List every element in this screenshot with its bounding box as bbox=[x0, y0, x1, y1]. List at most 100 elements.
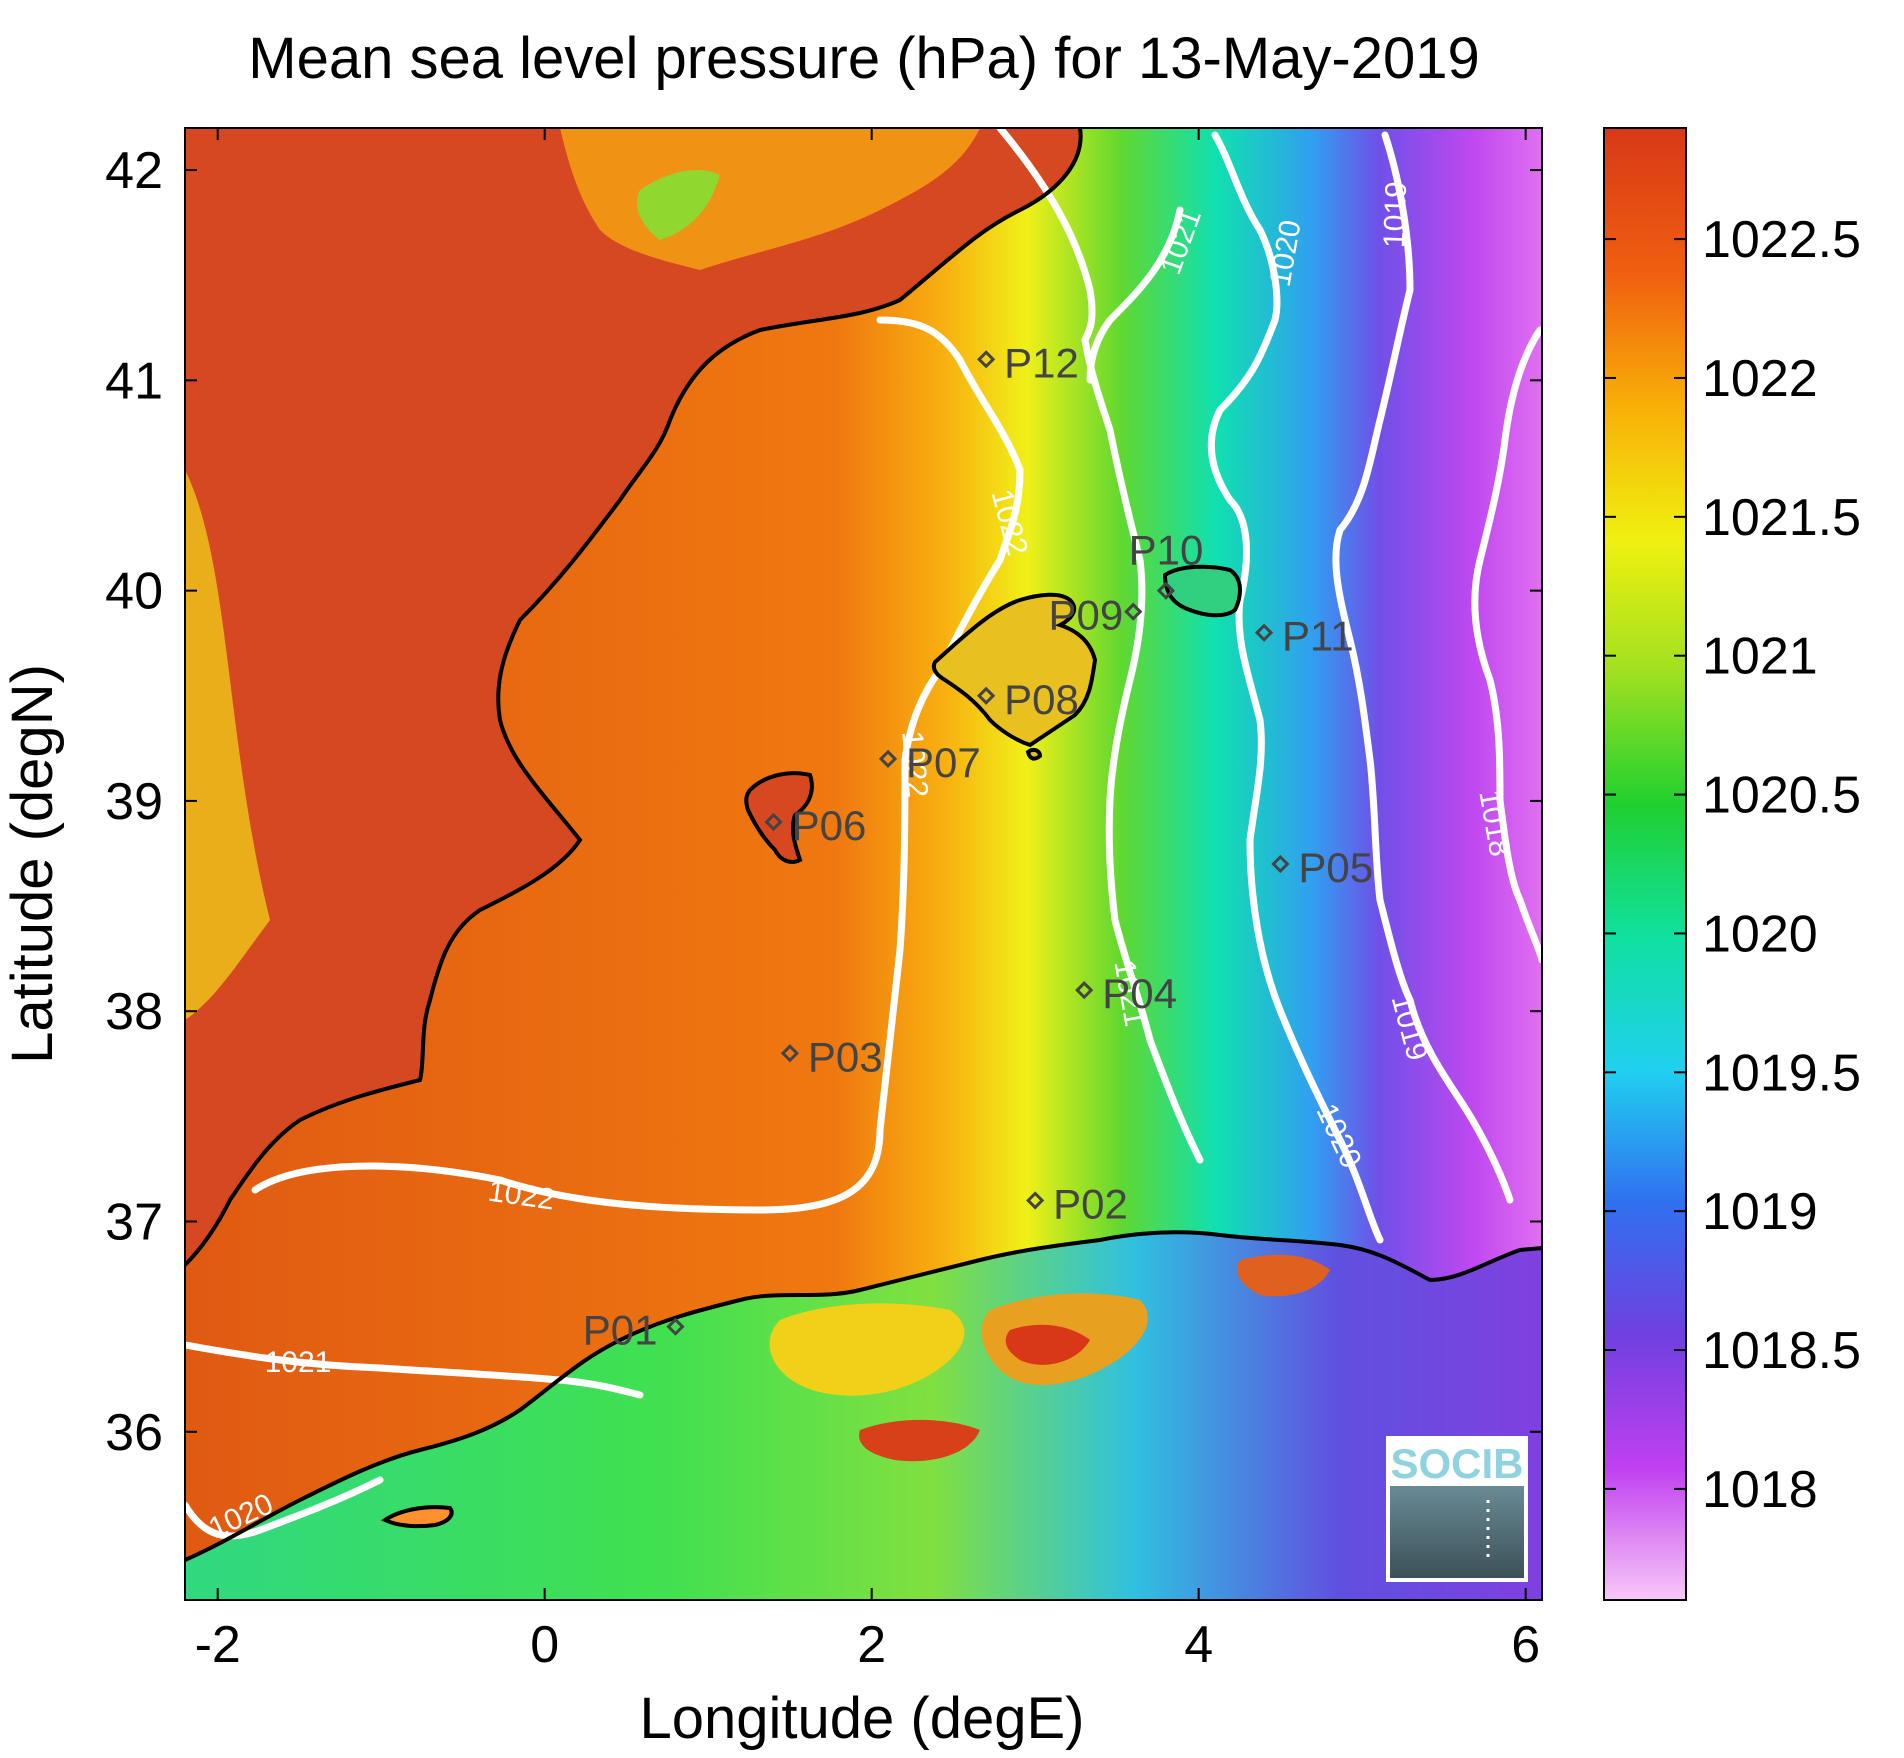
x-tick-label: 4 bbox=[1184, 1616, 1213, 1674]
station-p05: P05 bbox=[1271, 844, 1373, 891]
colorbar-tick-label: 1019.5 bbox=[1702, 1044, 1861, 1102]
station-marker-icon bbox=[1124, 602, 1143, 621]
station-marker-icon bbox=[1156, 581, 1176, 600]
plot-frame bbox=[184, 127, 1543, 1601]
station-label: P05 bbox=[1298, 844, 1373, 891]
map-plot-area: 1022 1022 1022 1021 1021 1021 1020 1020 … bbox=[185, 128, 1542, 1600]
atlas-high-4 bbox=[859, 1419, 980, 1462]
formentera-outline bbox=[1025, 747, 1043, 761]
iberia-yellow-band bbox=[185, 470, 270, 1020]
station-p02: P02 bbox=[1026, 1180, 1128, 1227]
atlas-high-5 bbox=[1236, 1254, 1330, 1297]
contour-1019-main bbox=[1332, 131, 1514, 1204]
station-p12: P12 bbox=[976, 339, 1079, 386]
station-p03: P03 bbox=[780, 1033, 883, 1080]
y-tick-label: 42 bbox=[105, 142, 163, 200]
atlas-high-3 bbox=[1005, 1324, 1090, 1365]
ibiza-outline bbox=[744, 771, 814, 864]
colorbar-tick-label: 1022.5 bbox=[1702, 211, 1861, 269]
y-tick-label: 41 bbox=[105, 352, 163, 410]
station-p10: P10 bbox=[1129, 527, 1204, 600]
x-axis-label: Longitude (degE) bbox=[640, 1686, 1085, 1751]
iberia-land bbox=[185, 128, 1081, 1265]
station-label: P04 bbox=[1102, 970, 1177, 1017]
x-tick-label: 6 bbox=[1511, 1616, 1540, 1674]
station-label: P09 bbox=[1049, 592, 1124, 639]
contour-1021-upper bbox=[1086, 206, 1184, 384]
contour-1021-east bbox=[996, 128, 1204, 1164]
contour-1020-south bbox=[185, 1476, 384, 1540]
station-p09: P09 bbox=[1049, 592, 1143, 639]
iberia-coastline bbox=[185, 128, 1083, 1267]
colorbar-tick-label: 1019 bbox=[1702, 1183, 1818, 1241]
colorbar-tick-label: 1021 bbox=[1702, 628, 1818, 686]
africa-land bbox=[185, 1232, 1542, 1600]
logo-text: SOCIB bbox=[1390, 1440, 1523, 1487]
x-axis: -2 0 2 4 6 bbox=[195, 128, 1540, 1674]
logo-header bbox=[1390, 1440, 1524, 1486]
station-marker-icon bbox=[1254, 623, 1274, 642]
y-tick-label: 36 bbox=[105, 1404, 163, 1462]
atlas-high-1 bbox=[769, 1303, 965, 1396]
station-label: P03 bbox=[808, 1033, 883, 1080]
contour-1021-south bbox=[185, 1341, 644, 1399]
contour-label: 1022 bbox=[895, 729, 934, 798]
y-axis-label: Latitude (degN) bbox=[0, 664, 65, 1064]
station-marker-icon bbox=[1026, 1191, 1045, 1210]
colorbar-tick-label: 1020 bbox=[1702, 905, 1818, 963]
station-p07: P07 bbox=[878, 739, 981, 786]
station-label: P08 bbox=[1004, 676, 1079, 723]
y-tick-label: 40 bbox=[105, 563, 163, 621]
alboran-island bbox=[380, 1505, 454, 1529]
contour-label: 1021 bbox=[265, 1346, 332, 1379]
contour-1018-main bbox=[1471, 326, 1542, 964]
station-label: P07 bbox=[906, 739, 981, 786]
colorbar-tick-label: 1022 bbox=[1702, 350, 1818, 408]
contour-1020-main bbox=[1207, 131, 1384, 1244]
station-label: P06 bbox=[792, 802, 867, 849]
chart-title: Mean sea level pressure (hPa) for 13-May… bbox=[248, 26, 1479, 91]
station-label: P11 bbox=[1282, 613, 1354, 660]
station-label: P01 bbox=[583, 1307, 658, 1354]
coastlines bbox=[185, 128, 1542, 1562]
mallorca-outline bbox=[931, 592, 1098, 748]
colorbar-gradient bbox=[1603, 127, 1687, 1601]
station-p01: P01 bbox=[583, 1307, 685, 1354]
y-axis: 36 37 38 39 40 41 42 bbox=[105, 142, 1542, 1462]
x-tick-label: -2 bbox=[195, 1616, 241, 1674]
station-marker-icon bbox=[976, 686, 996, 705]
colorbar-tick-label: 1020.5 bbox=[1702, 767, 1861, 825]
y-tick-label: 38 bbox=[105, 983, 163, 1041]
y-tick-label: 39 bbox=[105, 773, 163, 831]
station-label: P02 bbox=[1053, 1180, 1128, 1227]
x-tick-label: 2 bbox=[857, 1616, 886, 1674]
station-marker-icon bbox=[878, 749, 898, 768]
colorbar-ticks: 1018 1018.5 1019 1019.5 1020 1020.5 1021 1021.5… bbox=[1604, 211, 1861, 1519]
station-p08: P08 bbox=[976, 676, 1079, 723]
station-marker-icon bbox=[976, 350, 996, 369]
station-p11: P11 bbox=[1254, 613, 1354, 660]
contour-1022-main bbox=[251, 316, 1024, 1214]
africa-coastline bbox=[185, 1230, 1542, 1562]
station-label: P10 bbox=[1129, 527, 1204, 574]
colorbar: 1018 1018.5 1019 1019.5 1020 1020.5 1021 1021.5… bbox=[1603, 127, 1861, 1601]
station-marker-icon bbox=[1075, 981, 1094, 1000]
colorbar-tick-label: 1018 bbox=[1702, 1461, 1818, 1519]
station-marker-icon bbox=[1271, 854, 1290, 874]
pressure-contours bbox=[185, 128, 1542, 1540]
contour-label: 1019 bbox=[1378, 181, 1413, 249]
pyrenees-green bbox=[636, 170, 720, 240]
station-marker-icon bbox=[764, 812, 783, 832]
colorbar-tick-label: 1021.5 bbox=[1702, 489, 1861, 547]
x-tick-label: 0 bbox=[530, 1616, 559, 1674]
station-marker-icon bbox=[780, 1044, 800, 1063]
station-label: P12 bbox=[1004, 339, 1079, 386]
station-p04: P04 bbox=[1075, 970, 1177, 1017]
station-marker-icon bbox=[666, 1317, 685, 1336]
menorca-outline bbox=[1162, 564, 1242, 618]
colorbar-tick-label: 1018.5 bbox=[1702, 1322, 1861, 1380]
station-p06: P06 bbox=[764, 802, 867, 849]
y-tick-label: 37 bbox=[105, 1193, 163, 1251]
